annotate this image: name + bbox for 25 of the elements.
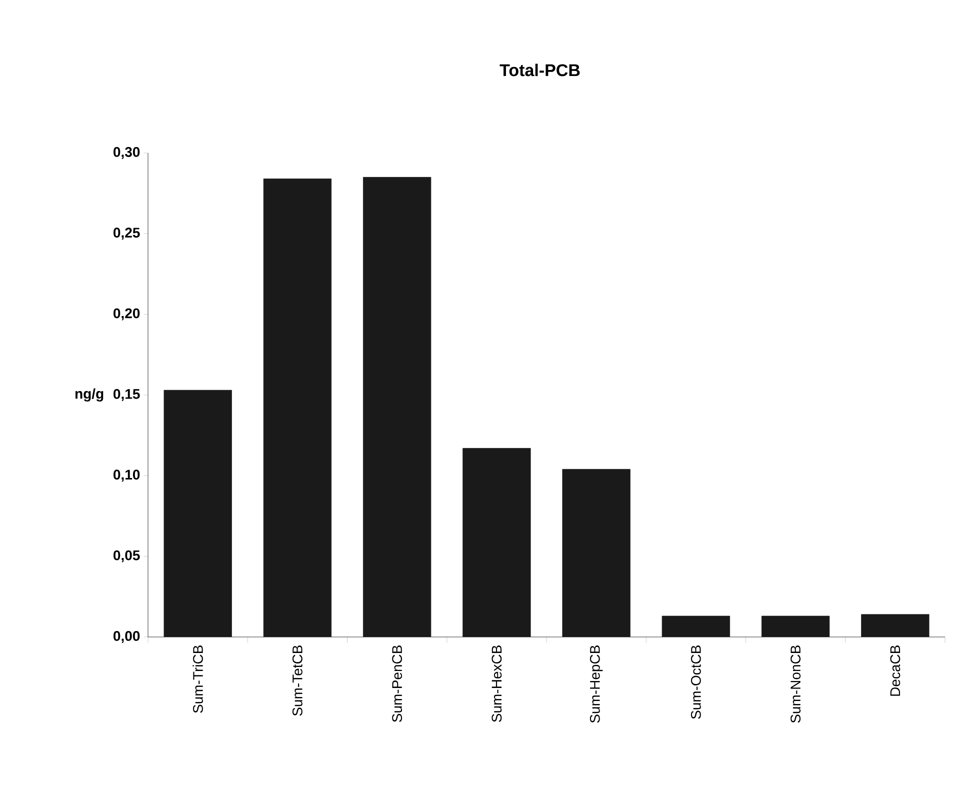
y-tick-label: 0,30 — [114, 147, 140, 159]
bar — [861, 614, 930, 637]
x-tick-label: Sum-TriCB — [192, 646, 203, 713]
y-tick-label: 0,00 — [114, 631, 140, 643]
x-tick-label: Sum-PenCB — [392, 646, 402, 722]
x-tick-label: Sum-HepCB — [590, 646, 603, 723]
bar — [761, 616, 830, 637]
y-tick-label: 0,20 — [114, 308, 140, 320]
y-tick-label: 0,25 — [114, 228, 140, 240]
x-tick-label: Sum-NonCB — [790, 646, 801, 723]
x-tick-label: DecaCB — [890, 646, 900, 696]
y-axis-title: ng/g — [75, 388, 104, 402]
bar — [164, 390, 232, 637]
bar — [263, 178, 332, 637]
y-tick-label: 0,05 — [114, 550, 140, 562]
bar — [562, 469, 630, 637]
x-tick-label: Sum-OctCB — [690, 646, 701, 719]
y-tick-label: 0,10 — [114, 470, 140, 482]
chart-title: Total-PCB — [500, 64, 580, 76]
x-tick-label: Sum-TetCB — [292, 646, 302, 716]
bar — [462, 448, 531, 637]
bar — [362, 176, 432, 637]
x-tick-label: Sum-HexCB — [492, 646, 502, 722]
bar — [662, 616, 730, 637]
y-tick-label: 0,15 — [114, 389, 140, 401]
